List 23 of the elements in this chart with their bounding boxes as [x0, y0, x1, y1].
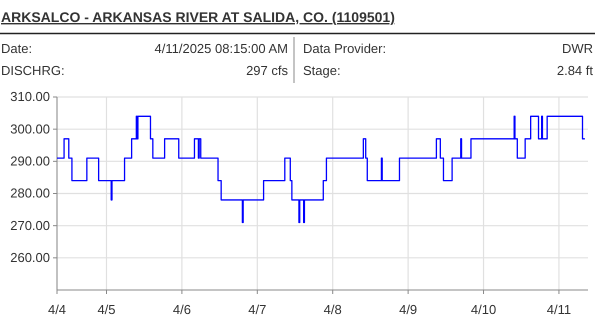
y-tick-label: 260.00 — [10, 250, 50, 265]
y-tick-label: 290.00 — [10, 153, 50, 168]
y-tick-label: 280.00 — [10, 186, 50, 201]
x-tick-label: 4/6 — [172, 302, 191, 317]
text: 4/11/2025 08:15:00 AM — [154, 41, 288, 56]
text: Date: — [1, 41, 32, 56]
text: DISCHRG: — [1, 63, 65, 78]
text: 2.84 ft — [556, 63, 594, 78]
chart-title: ARKSALCO - ARKANSAS RIVER AT SALIDA, CO. (1109501) — [1, 9, 395, 25]
x-tick-label: 4/5 — [97, 302, 116, 317]
x-tick-label: 4/10 — [470, 302, 496, 317]
text: Stage: — [303, 63, 341, 78]
x-tick-label: 4/7 — [248, 302, 266, 317]
y-tick-label: 270.00 — [10, 218, 50, 233]
x-tick-label: 4/8 — [324, 302, 342, 317]
y-tick-label: 300.00 — [10, 121, 50, 136]
text: 297 cfs — [246, 63, 288, 78]
x-tick-label: 4/9 — [399, 302, 418, 317]
text: DWR — [562, 41, 593, 56]
x-tick-label: 4/11 — [546, 302, 572, 317]
text: Data Provider: — [303, 41, 386, 56]
y-tick-label: 310.00 — [10, 89, 50, 104]
x-tick-label: 4/4 — [48, 302, 66, 317]
